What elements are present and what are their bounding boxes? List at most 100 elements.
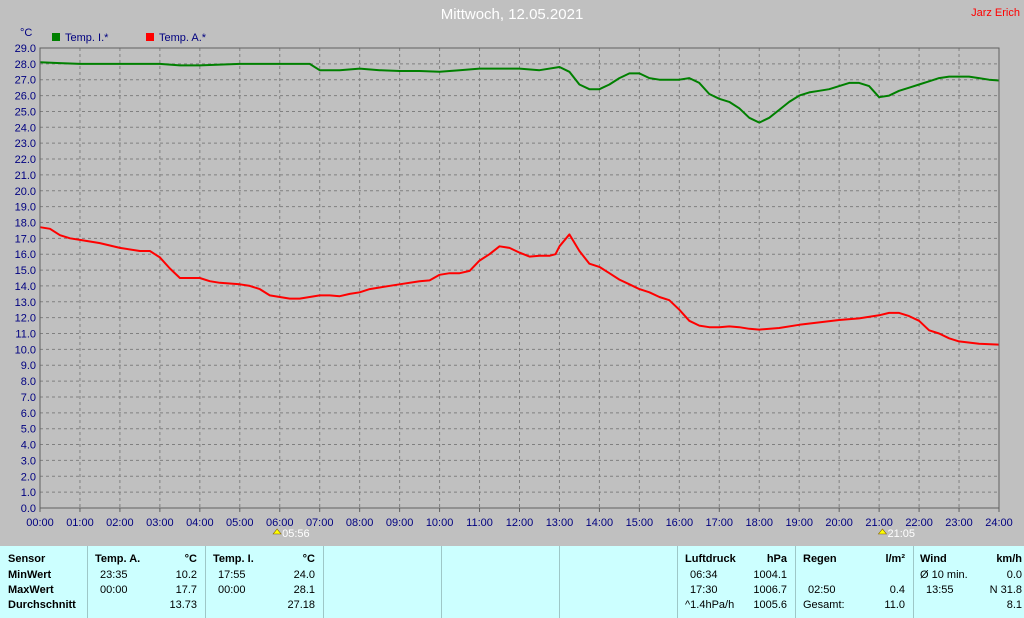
luftdruck-max-time: 17:30 (690, 584, 718, 596)
x-tick-label: 02:00 (106, 517, 134, 529)
legend-swatch (146, 33, 154, 41)
temp-i-max-time: 00:00 (218, 584, 246, 596)
luftdruck-min-time: 06:34 (690, 569, 718, 581)
y-tick-label: 12.0 (15, 313, 36, 325)
x-tick-label: 17:00 (706, 517, 734, 529)
x-axis-ticks: 00:00 01:00 02:00 03:00 04:00 05:00 06:00 07:00… (26, 508, 1013, 529)
x-tick-label: 03:00 (146, 517, 174, 529)
y-tick-label: 20.0 (15, 186, 36, 198)
temp-i-min-val: 24.0 (293, 569, 315, 581)
y-tick-label: 18.0 (15, 217, 36, 229)
y-tick-label: 8.0 (21, 376, 36, 388)
sunrise-icon (272, 528, 282, 535)
plot-frame (39, 47, 1000, 509)
y-tick-label: 24.0 (15, 122, 36, 134)
luftdruck-min-val: 1004.1 (753, 569, 787, 581)
y-tick-label: 19.0 (15, 202, 36, 214)
wind-header: Wind (920, 553, 947, 565)
temp-a-max-time: 00:00 (100, 584, 128, 596)
x-tick-label: 20:00 (825, 517, 853, 529)
sunrise-label: 05:56 (282, 528, 310, 540)
series-line-temp-a (39, 226, 1000, 346)
temp-a-avg: 13.73 (169, 599, 197, 611)
temp-a-unit: °C (184, 553, 197, 565)
row-label-avg: Durchschnitt (8, 599, 76, 611)
x-tick-label: 24:00 (985, 517, 1013, 529)
regen-val: 0.4 (889, 584, 905, 596)
series-line-temp-i (39, 61, 1000, 124)
wind-day-val: 8.1 (1006, 599, 1022, 611)
luftdruck-unit: hPa (766, 553, 787, 565)
temp-a-min-time: 23:35 (100, 569, 128, 581)
y-tick-label: 16.0 (15, 249, 36, 261)
regen-time: 02:50 (808, 584, 836, 596)
wind-gust-val: N 31.8 (989, 584, 1022, 596)
x-tick-label: 09:00 (386, 517, 414, 529)
stats-panel: Sensor MinWert MaxWert Durchschnitt Temp… (0, 546, 1024, 618)
y-tick-label: 6.0 (21, 408, 36, 420)
x-tick-label: 12:00 (506, 517, 534, 529)
x-tick-label: 18:00 (745, 517, 773, 529)
chart-series (39, 61, 1000, 346)
y-tick-label: 4.0 (21, 440, 36, 452)
legend: Temp. I.* Temp. A.* (52, 32, 207, 44)
sunset-icon (877, 528, 888, 535)
x-tick-label: 13:00 (546, 517, 574, 529)
sensor-header: Sensor (8, 553, 46, 565)
y-tick-label: 25.0 (15, 106, 36, 118)
x-tick-label: 22:00 (905, 517, 933, 529)
y-tick-label: 15.0 (15, 265, 36, 277)
y-tick-label: 27.0 (15, 75, 36, 87)
sun-markers: 05:56 21:05 (272, 528, 915, 540)
y-tick-label: 13.0 (15, 297, 36, 309)
x-tick-label: 10:00 (426, 517, 454, 529)
x-tick-label: 19:00 (785, 517, 813, 529)
y-tick-label: 3.0 (21, 455, 36, 467)
temp-a-header: Temp. A. (95, 553, 141, 565)
regen-total-val: 11.0 (884, 599, 905, 611)
author-label: Jarz Erich (971, 7, 1020, 19)
luftdruck-max-val: 1006.7 (753, 584, 787, 596)
stats-col-temp-a: Temp. A. °C 23:35 10.2 00:00 17.7 13.73 (88, 546, 206, 618)
wind-avg-label: Ø 10 min. (920, 569, 968, 581)
x-tick-label: 16:00 (666, 517, 694, 529)
stats-col-temp-i: Temp. I. °C 17:55 24.0 00:00 28.1 27.18 (206, 546, 324, 618)
y-tick-label: 26.0 (15, 91, 36, 103)
stats-col-empty-1 (324, 546, 442, 618)
x-tick-label: 23:00 (945, 517, 973, 529)
wind-unit: km/h (996, 553, 1022, 565)
temp-i-header: Temp. I. (213, 553, 254, 565)
x-tick-label: 07:00 (306, 517, 334, 529)
y-tick-label: 0.0 (21, 503, 36, 515)
legend-label: Temp. A.* (159, 32, 207, 44)
legend-swatch (52, 33, 60, 41)
legend-label: Temp. I.* (65, 32, 109, 44)
y-tick-label: 5.0 (21, 424, 36, 436)
row-label-min: MinWert (8, 569, 52, 581)
y-tick-label: 17.0 (15, 233, 36, 245)
wind-gust-time: 13:55 (926, 584, 954, 596)
temp-i-avg: 27.18 (287, 599, 315, 611)
x-tick-label: 06:00 (266, 517, 294, 529)
y-tick-label: 2.0 (21, 471, 36, 483)
temperature-chart: 0.0 1.0 2.0 3.0 4.0 5.0 6.0 7.0 8.0 9.0 10.0 11.0 12… (15, 27, 1013, 540)
x-tick-label: 21:00 (865, 517, 893, 529)
y-tick-label: 11.0 (15, 329, 36, 341)
x-tick-label: 05:00 (226, 517, 254, 529)
y-tick-label: 21.0 (15, 170, 36, 182)
stats-col-luftdruck: Luftdruck hPa 06:34 1004.1 17:30 1006.7 … (678, 546, 796, 618)
x-tick-label: 11:00 (466, 517, 493, 529)
y-tick-label: 7.0 (21, 392, 36, 404)
y-axis-ticks: 0.0 1.0 2.0 3.0 4.0 5.0 6.0 7.0 8.0 9.0 10.0 11.0 12… (15, 43, 36, 515)
temp-a-min-val: 10.2 (175, 569, 197, 581)
y-tick-label: 1.0 (21, 487, 36, 499)
temp-a-max-val: 17.7 (175, 584, 197, 596)
temp-i-min-time: 17:55 (218, 569, 246, 581)
y-tick-label: 29.0 (15, 43, 36, 55)
stats-col-empty-2 (442, 546, 560, 618)
regen-unit: l/m² (885, 553, 905, 565)
x-tick-label: 04:00 (186, 517, 214, 529)
sunset-label: 21:05 (887, 528, 915, 540)
y-tick-label: 22.0 (15, 154, 36, 166)
x-tick-label: 00:00 (26, 517, 54, 529)
